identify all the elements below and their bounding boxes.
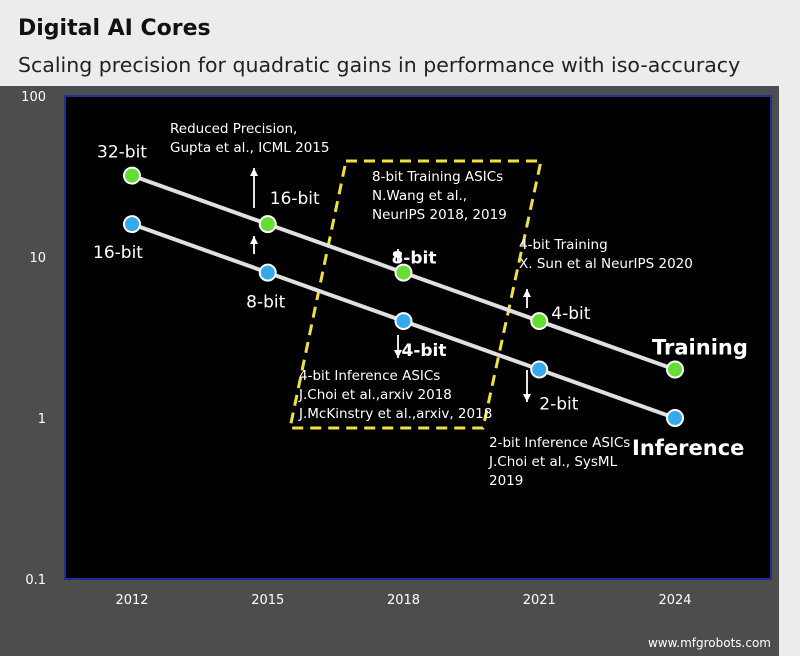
highlight-frame [288,159,543,430]
up-arrow-head [250,236,258,244]
data-point-training [666,360,684,379]
x-tick-label: 2015 [251,593,284,608]
x-tick-label: 2024 [658,593,691,608]
data-point-inference [394,312,413,331]
highlight-layer [288,159,543,430]
point-label-training: 16-bit [270,189,320,209]
annotation-training-8bit-note: NeurIPS 2018, 2019 [372,207,507,223]
x-tick-label: 2018 [387,593,420,608]
series-label-inference: Inference [632,436,744,460]
up-arrow-head [523,289,531,297]
x-tick-label: 2012 [115,593,148,608]
up-arrow-head [394,249,402,257]
annotation-inference-4bit-note: J.Choi et al.,arxiv 2018 [298,387,452,403]
point-label-inference: 16-bit [93,243,143,263]
y-tick-label: 1 [38,412,46,427]
data-point-inference [258,263,277,282]
plot-area [64,95,772,580]
point-label-training: 4-bit [551,304,590,324]
point-label-inference: 8-bit [246,293,285,313]
point-label-inference: 4-bit [402,341,447,361]
annotation-inference-2bit-note: 2019 [489,473,523,489]
up-arrow-head [250,168,258,176]
down-arrow-head [523,394,531,402]
x-tick-label: 2021 [523,593,556,608]
data-point-training [258,215,277,234]
chart-panel: 0.1 1 10 100 2012 2015 2018 2021 2024 32-bit 16-b… [0,86,779,656]
annotation-layer: Reduced Precision, Gupta et al., ICML 201… [170,121,693,489]
watermark-text: www.mfgrobots.com [647,636,771,650]
annotation-training-4bit-note: X. Sun et al NeurIPS 2020 [519,256,693,272]
annotation-inference-4bit-note: 4-bit Inference ASICs [299,368,440,384]
annotation-inference-2bit-note: 2-bit Inference ASICs [489,435,630,451]
data-point-inference [666,409,684,427]
data-point-inference [530,360,549,379]
chart-title: Digital AI Cores [18,16,211,41]
data-point-training [394,263,413,282]
annotation-reduced-precision-note: Reduced Precision, [170,121,297,137]
point-label-training: 32-bit [97,143,147,163]
data-point-training [530,312,549,331]
down-arrow-head [394,350,402,358]
annotation-inference-4bit-note: J.McKinstry et al.,arxiv, 2018 [298,406,492,422]
annotation-training-8bit-note: 8-bit Training ASICs [372,169,503,185]
y-tick-label: 10 [29,251,46,266]
annotation-inference-2bit-note: J.Choi et al., SysML [488,454,618,470]
y-tick-label: 100 [21,90,46,105]
annotation-reduced-precision-note: Gupta et al., ICML 2015 [170,140,329,156]
y-tick-label: 0.1 [25,573,46,588]
data-point-inference [123,215,141,234]
point-label-training: 8-bit [392,249,437,269]
annotation-training-8bit-note: N.Wang et al., [372,188,467,204]
chart-svg: 0.1 1 10 100 2012 2015 2018 2021 2024 32-bit 16-b… [21,90,772,608]
annotation-training-4bit-note: 4-bit Training [519,237,608,253]
series-label-training: Training [652,336,748,360]
data-point-training [123,166,141,185]
series-layer [123,166,684,427]
chart-subtitle: Scaling precision for quadratic gains in… [18,53,741,77]
label-layer: 32-bit 16-bit 8-bit 4-bit 16-bit 8-bit 4-bit 2-… [93,143,748,460]
axes-layer: 0.1 1 10 100 2012 2015 2018 2021 2024 [21,90,691,608]
point-label-inference: 2-bit [539,395,578,415]
